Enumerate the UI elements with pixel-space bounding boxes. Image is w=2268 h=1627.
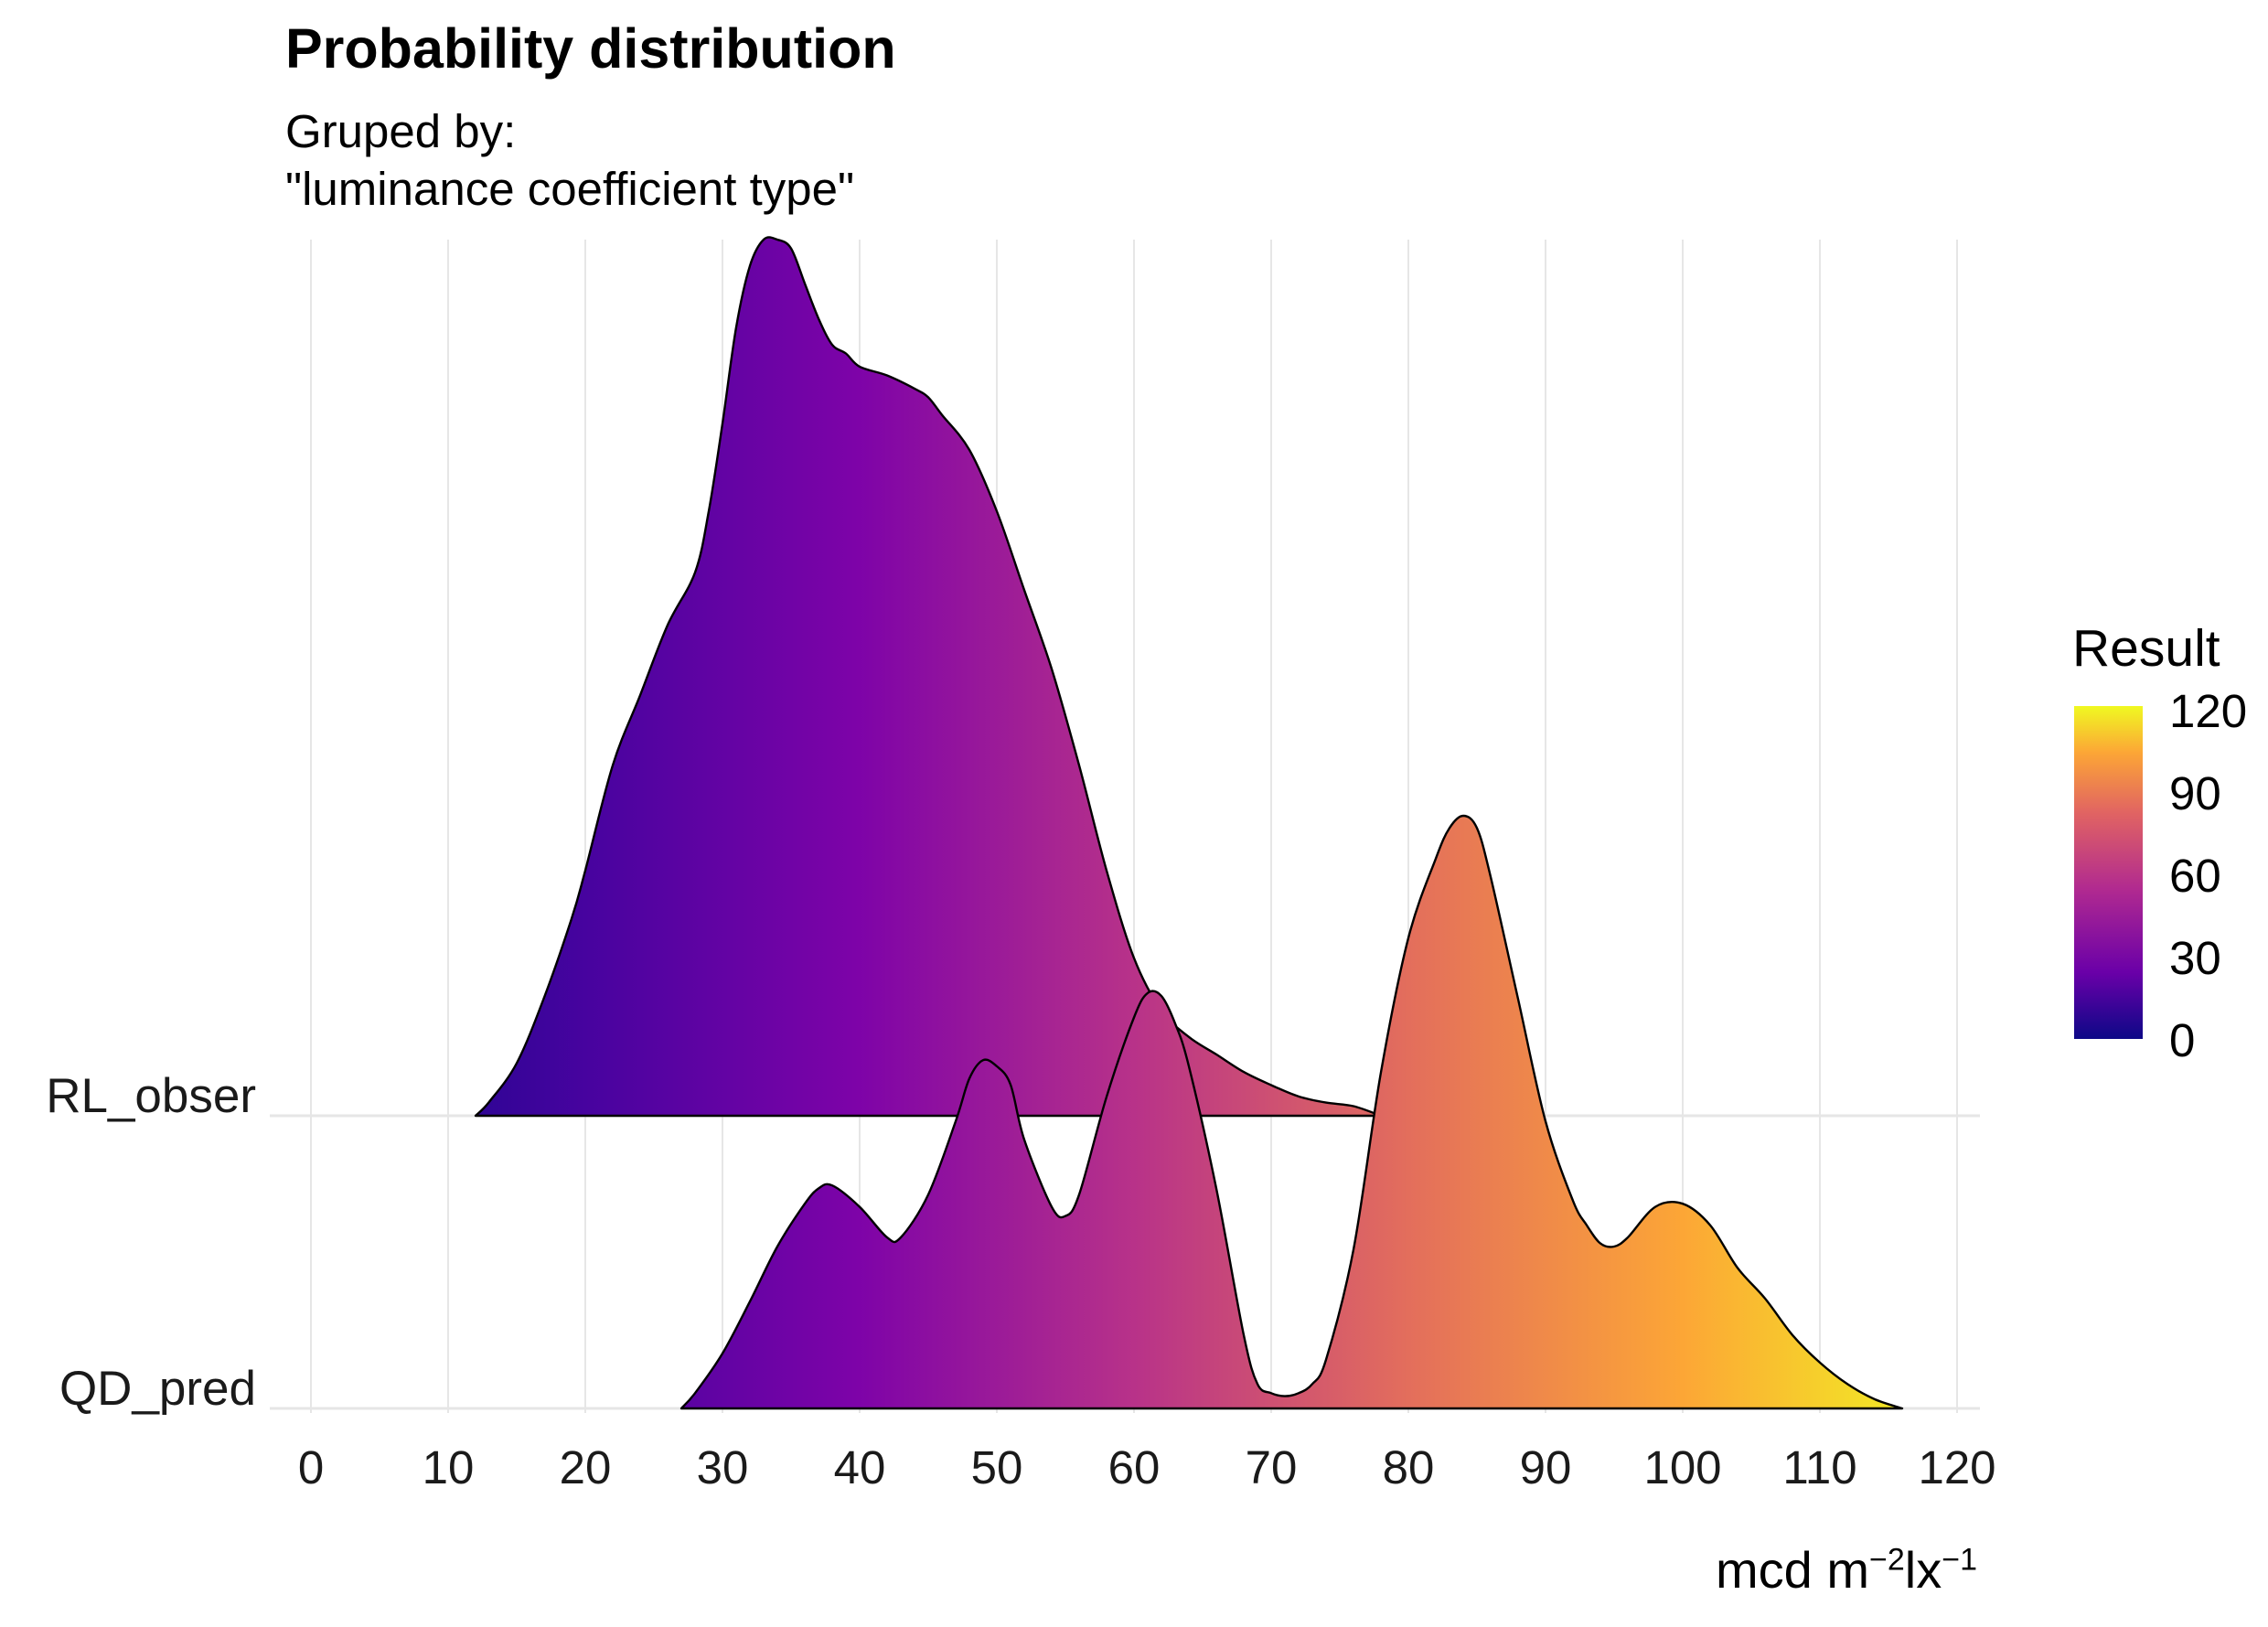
legend-label-30: 30 <box>2169 932 2221 984</box>
x-tick-label-40: 40 <box>834 1441 886 1493</box>
x-tick-label-70: 70 <box>1246 1441 1298 1493</box>
x-tick-label-20: 20 <box>560 1441 612 1493</box>
x-tick-label-90: 90 <box>1520 1441 1572 1493</box>
x-label-exponent-1: −2 <box>1869 1542 1905 1578</box>
x-tick-label-0: 0 <box>298 1441 324 1493</box>
x-tick-label-30: 30 <box>697 1441 749 1493</box>
x-tick-label-120: 120 <box>1918 1441 1995 1493</box>
subtitle-line-1: Gruped by: <box>285 105 517 157</box>
ridge-QD_pred <box>679 814 1904 1410</box>
legend-title: Result <box>2072 619 2220 678</box>
y-category-label-RL_obser: RL_obser <box>46 1069 256 1123</box>
chart-title: Probability distribution <box>285 17 896 80</box>
legend-label-0: 0 <box>2169 1014 2196 1066</box>
x-tick-label-100: 100 <box>1643 1441 1721 1493</box>
legend-label-90: 90 <box>2169 767 2221 819</box>
chart-subtitle: Gruped by: "luminance coefficient type" <box>285 102 854 218</box>
x-tick-label-60: 60 <box>1108 1441 1161 1493</box>
x-axis-ticks: 0 10 20 30 40 50 60 70 80 90 100 110 120 <box>298 1441 1996 1493</box>
legend-label-120: 120 <box>2169 685 2248 737</box>
ridge-RL_obser <box>474 236 1383 1118</box>
density-ridges <box>474 236 1904 1410</box>
legend-colorbar <box>2074 706 2143 1039</box>
x-label-text: mcd m <box>1716 1541 1870 1599</box>
x-label-text-2: lx <box>1904 1541 1942 1599</box>
legend-label-60: 60 <box>2169 850 2221 902</box>
x-label-exponent-2: −1 <box>1942 1542 1977 1578</box>
x-tick-label-110: 110 <box>1782 1441 1856 1493</box>
x-axis-label: mcd m−2lx−1 <box>1716 1540 1977 1600</box>
subtitle-line-2: "luminance coefficient type" <box>285 163 855 215</box>
y-category-label-QD_pred: QD_pred <box>59 1362 256 1416</box>
x-tick-label-50: 50 <box>971 1441 1023 1493</box>
x-tick-label-80: 80 <box>1383 1441 1435 1493</box>
y-axis-labels: RL_obser QD_pred <box>46 1069 256 1416</box>
x-tick-label-10: 10 <box>423 1441 475 1493</box>
